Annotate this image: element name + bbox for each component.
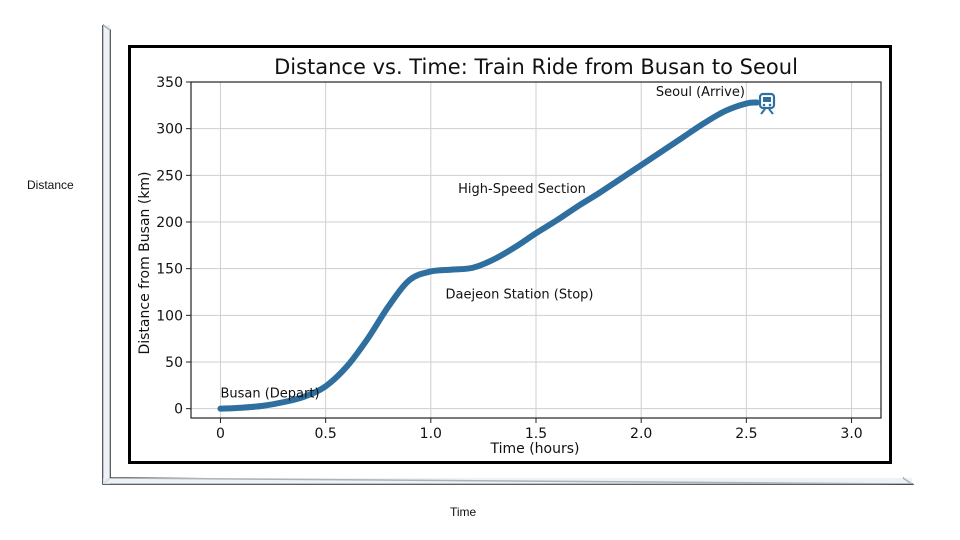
y-tick-label: 200 (156, 215, 183, 231)
x-axis-label: Time (hours) (490, 441, 580, 457)
distance-time-chart: Distance vs. Time: Train Ride from Busan… (137, 55, 882, 457)
x-tick-label: 1.0 (420, 426, 442, 442)
y-tick-label: 150 (156, 262, 183, 278)
outer-x-axis-label: Time (450, 505, 477, 519)
annotation-label: Daejeon Station (Stop) (446, 288, 594, 303)
x-tick-label: 2.0 (630, 426, 652, 442)
x-tick-label: 0 (216, 426, 225, 442)
x-tick-label: 2.5 (735, 426, 757, 442)
y-tick-label: 100 (156, 308, 183, 324)
series-layer (217, 99, 760, 412)
x-tick-label: 1.5 (525, 426, 547, 442)
y-axis-label: Distance from Busan (km) (137, 171, 153, 354)
outer-y-axis-label: Distance (27, 178, 74, 192)
annotations-layer: Busan (Depart) Daejeon Station (Stop) High… (220, 85, 744, 401)
annotation-label: Busan (Depart) (220, 386, 319, 401)
y-tick-label: 250 (156, 168, 183, 184)
train-icon (758, 92, 776, 115)
chart-title: Distance vs. Time: Train Ride from Busan… (274, 55, 798, 79)
axis-ticks: 0 0.5 1.0 1.5 2.0 2.5 3.0 0 50 100 150 200 250 300 350 (156, 75, 862, 442)
grid (191, 81, 881, 418)
series-line (217, 99, 760, 412)
y-tick-label: 300 (156, 122, 183, 138)
y-tick-label: 50 (165, 355, 183, 371)
annotation-label: Seoul (Arrive) (656, 85, 745, 100)
y-tick-label: 0 (174, 402, 183, 418)
chart-image: Distance vs. Time: Train Ride from Busan… (128, 45, 892, 464)
x-tick-label: 0.5 (315, 426, 337, 442)
y-tick-label: 350 (156, 75, 183, 91)
x-tick-label: 3.0 (840, 426, 862, 442)
annotation-label: High-Speed Section (458, 182, 586, 197)
